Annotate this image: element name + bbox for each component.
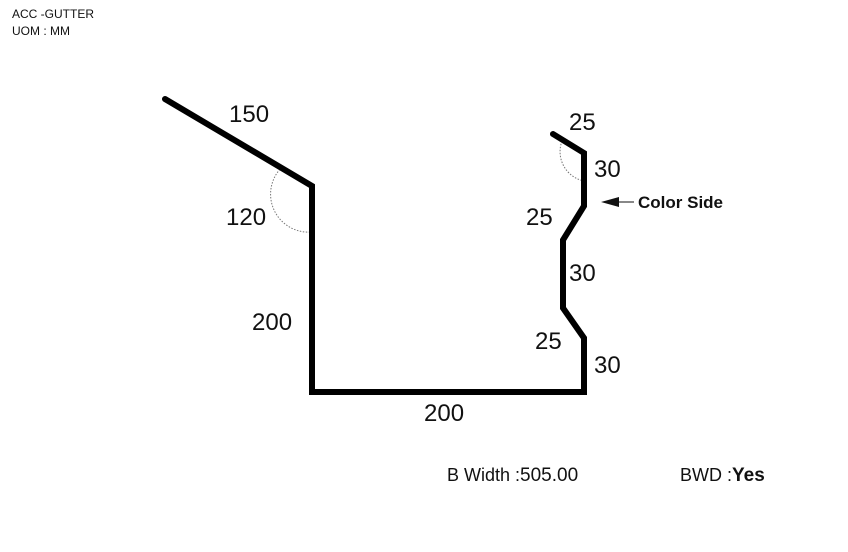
color-side-label: Color Side: [638, 193, 723, 212]
bwidth-label: B Width :: [447, 465, 521, 485]
dim-base: 200: [424, 400, 464, 427]
dim-right-jog-2: 25: [535, 328, 562, 355]
drawing-header: ACC -GUTTER UOM : MM: [12, 6, 94, 40]
dim-right-jog-1: 25: [526, 204, 553, 231]
bwidth-value: 505.00: [520, 465, 579, 486]
dim-left-wall: 200: [252, 309, 292, 336]
dim-right-seg-2: 30: [569, 260, 596, 287]
angle-arc-left: [270, 166, 313, 233]
bwd-value: Yes: [732, 465, 765, 486]
bwidth-readout: B Width :505.00: [447, 462, 578, 489]
gutter-profile-outline: [162, 96, 587, 395]
unit-of-measure: UOM : MM: [12, 24, 70, 38]
dim-angle-left: 120: [226, 204, 266, 231]
dim-right-seg-1: 30: [594, 156, 621, 183]
drawing-title: ACC -GUTTER: [12, 7, 94, 21]
bwd-label: BWD :: [680, 465, 732, 485]
bwd-readout: BWD :Yes: [680, 462, 765, 489]
dim-lip-top: 150: [229, 101, 269, 128]
dim-right-seg-3: 30: [594, 352, 621, 379]
color-side-arrowhead: [601, 197, 619, 207]
dim-hook-top: 25: [569, 109, 596, 136]
angle-arc-right: [559, 140, 585, 182]
